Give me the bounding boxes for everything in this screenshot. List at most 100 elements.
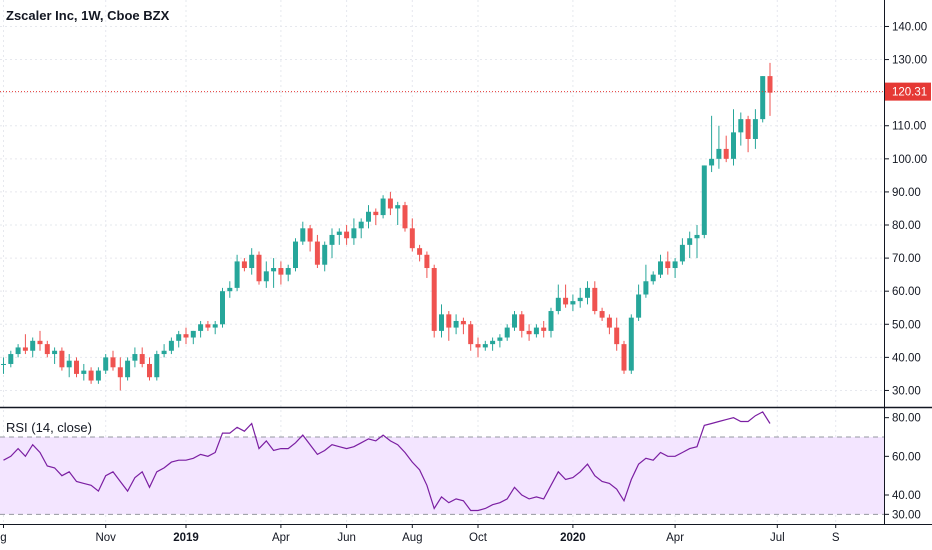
candle-body [555, 297, 561, 312]
candle-body [1, 363, 6, 365]
candle-body [147, 363, 152, 378]
candle-body [15, 347, 21, 355]
candle-body [497, 337, 503, 341]
rsi-title: RSI (14, close) [6, 420, 92, 435]
candle-body [395, 205, 401, 209]
candle-body [168, 340, 174, 351]
candle-body [220, 291, 225, 325]
candle-body [687, 238, 693, 245]
candle-body [446, 314, 452, 328]
candle-body [402, 205, 408, 229]
candle-body [701, 165, 707, 235]
candle-body [709, 158, 715, 166]
price-tick-label: 60.00 [892, 286, 921, 298]
candle-body [278, 268, 284, 275]
candle-body [752, 119, 758, 139]
candle-body [190, 330, 196, 338]
candle-body [548, 311, 554, 331]
candle-body [628, 317, 634, 371]
candle-body [307, 228, 313, 242]
price-tick-label: 110.00 [892, 121, 926, 133]
candle-body [738, 119, 744, 133]
candle-body [293, 241, 298, 269]
time-tick-label: 2020 [560, 532, 586, 544]
candle-body [475, 344, 481, 348]
rsi-tick-label: 30.00 [892, 509, 921, 521]
candle-body [8, 354, 14, 364]
candle-body [322, 244, 328, 265]
rsi-tick-label: 60.00 [892, 451, 921, 463]
candle-body [336, 231, 342, 235]
candle-body [132, 354, 138, 361]
candle-body [212, 324, 218, 328]
price-tick-label: 40.00 [892, 352, 921, 364]
price-tick-label: 30.00 [892, 385, 921, 397]
candle-body [606, 317, 612, 328]
candle-body [373, 211, 379, 216]
candle-body [533, 327, 539, 335]
candle-body [460, 320, 466, 325]
candle-body [672, 261, 678, 269]
candle-body [585, 287, 590, 298]
candle-body [176, 334, 182, 341]
candle-body [453, 320, 459, 328]
candle-body [767, 76, 773, 93]
chart-title: Zscaler Inc, 1W, Cboe BZX [6, 8, 170, 23]
candle-body [490, 340, 496, 345]
candle-body [30, 340, 36, 351]
last-price-badge [885, 82, 931, 101]
candle-body [424, 254, 430, 269]
candle-body [512, 314, 517, 328]
rsi-band [0, 437, 884, 515]
candle-body [300, 228, 306, 242]
candle-body [198, 324, 204, 331]
candle-body [614, 327, 620, 345]
candle-body [103, 357, 109, 371]
candle-body [694, 234, 700, 239]
candle-body [482, 344, 488, 348]
price-tick-label: 70.00 [892, 253, 921, 265]
time-tick-label: g [0, 532, 6, 544]
candle-body [358, 221, 364, 229]
candle-body [271, 268, 277, 272]
time-tick-label: S [832, 532, 840, 544]
candle-body [366, 211, 371, 222]
candle-body [716, 148, 722, 159]
candle-body [117, 367, 123, 378]
last-price-label: 120.31 [892, 87, 927, 99]
candle-body [380, 198, 386, 216]
candle-body [110, 357, 116, 368]
candle-body [161, 350, 167, 355]
candle-body [679, 244, 685, 262]
price-tick-label: 50.00 [892, 319, 921, 331]
candle-body [314, 241, 320, 265]
candle-body [183, 334, 189, 338]
price-tick-label: 90.00 [892, 187, 921, 199]
time-tick-label: 2019 [173, 532, 199, 544]
candle-body [205, 324, 211, 328]
candle-body [88, 370, 94, 381]
candle-body [563, 297, 569, 305]
candle-body [504, 327, 510, 338]
price-tick-label: 100.00 [892, 154, 927, 166]
rsi-tick-label: 80.00 [892, 413, 921, 425]
candle-body [52, 350, 58, 355]
candle-body [227, 287, 233, 292]
candle-body [745, 119, 751, 139]
price-tick-label: 130.00 [892, 55, 927, 67]
candle-body [760, 76, 766, 120]
candle-body [468, 324, 474, 345]
candle-body [541, 327, 547, 331]
rsi-line [3, 411, 771, 512]
candle-body [59, 350, 65, 368]
candle-body [44, 344, 50, 355]
candle-body [249, 254, 255, 269]
time-tick-label: Aug [402, 532, 422, 544]
candle-body [234, 261, 240, 288]
candle-body [139, 354, 145, 364]
candle-body [409, 228, 415, 249]
candle-body [344, 231, 350, 239]
candle-body [241, 261, 247, 269]
candle-body [570, 301, 576, 305]
candle-body [74, 360, 79, 374]
